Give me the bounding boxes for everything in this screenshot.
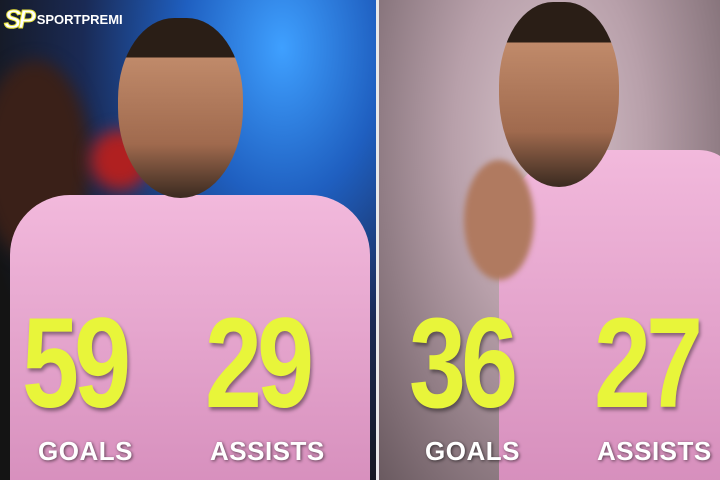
player-shirt: [10, 195, 370, 480]
goals-label: GOALS: [38, 436, 133, 466]
brand-logo: SP SPORTPREMI: [4, 4, 123, 35]
brand-name: SPORTPREMI: [36, 12, 123, 27]
assists-value: 29: [205, 292, 314, 435]
hand-gesture: [464, 160, 534, 280]
player-photo: [118, 18, 243, 198]
logo-mark: SP: [4, 4, 37, 35]
assists-label: ASSISTS: [210, 436, 325, 466]
player-panel-right: 36 27 GOALS ASSISTS: [379, 0, 720, 480]
player-photo: [499, 2, 619, 187]
player-panel-left: 59 29 GOALS ASSISTS SP SPORTPREMI: [0, 0, 376, 480]
assists-value: 27: [594, 292, 703, 435]
divider: [376, 0, 379, 480]
goals-value: 59: [22, 292, 131, 435]
goals-value: 36: [409, 292, 518, 435]
goals-label: GOALS: [425, 436, 520, 466]
player-shirt: [499, 150, 720, 480]
assists-label: ASSISTS: [597, 436, 712, 466]
